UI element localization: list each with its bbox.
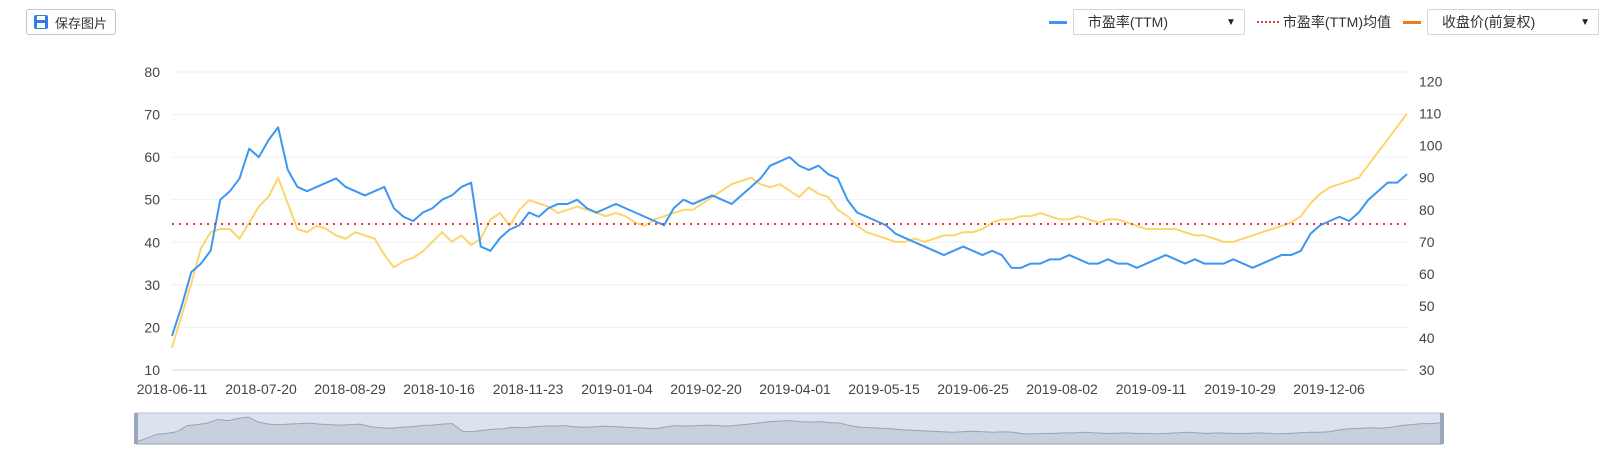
right-y-axis: 30 40 50 60 70 80 90 100 110 120: [1419, 74, 1443, 378]
x-tick-label: 2019-05-15: [848, 381, 920, 397]
x-tick-label: 2018-06-11: [137, 381, 208, 397]
left-y-tick-label: 50: [144, 192, 160, 208]
right-y-tick-label: 60: [1419, 266, 1435, 282]
save-image-button[interactable]: 保存图片: [26, 9, 117, 35]
pe-metric-select-value: 市盈率(TTM): [1087, 14, 1168, 30]
left-y-tick-label: 70: [144, 107, 160, 123]
right-y-tick-label: 120: [1419, 74, 1443, 90]
right-y-tick-label: 50: [1419, 298, 1435, 314]
zoom-handle-right[interactable]: [1440, 413, 1444, 444]
floppy-disk-icon: [33, 14, 49, 30]
pe-average-legend-swatch: [1256, 21, 1279, 23]
data-zoom-slider[interactable]: [134, 412, 1444, 445]
x-tick-label: 2019-08-02: [1026, 381, 1098, 397]
right-y-tick-label: 110: [1419, 106, 1442, 122]
pe-series-line: [171, 126, 1408, 337]
right-y-tick-label: 70: [1419, 234, 1435, 250]
x-tick-label: 2019-02-20: [670, 381, 742, 397]
x-tick-label: 2018-07-20: [225, 381, 297, 397]
right-y-tick-label: 40: [1419, 330, 1435, 346]
left-y-axis: 10 20 30 40 50 60 70 80: [144, 64, 160, 378]
x-tick-label: 2019-12-06: [1293, 381, 1365, 397]
save-image-label: 保存图片: [55, 15, 108, 31]
left-y-tick-label: 40: [144, 234, 160, 250]
x-tick-label: 2018-10-16: [403, 381, 475, 397]
price-series-line: [171, 113, 1408, 348]
zoom-handle-left[interactable]: [134, 413, 138, 444]
x-tick-label: 2019-10-29: [1204, 381, 1276, 397]
left-y-tick-label: 20: [144, 319, 160, 335]
pe-average-legend-label: 市盈率(TTM)均值: [1282, 14, 1391, 30]
price-legend-swatch: [1403, 20, 1421, 24]
price-metric-select-value: 收盘价(前复权): [1442, 14, 1536, 30]
x-tick-label: 2018-08-29: [314, 381, 386, 397]
pe-legend-swatch: [1048, 20, 1067, 24]
x-tick-label: 2019-04-01: [759, 381, 831, 397]
x-tick-label: 2019-01-04: [581, 381, 653, 397]
caret-down-icon: ▼: [1226, 16, 1236, 28]
pe-metric-select[interactable]: 市盈率(TTM) ▼: [1072, 9, 1245, 35]
x-tick-label: 2019-09-11: [1116, 381, 1187, 397]
x-tick-label: 2018-11-23: [493, 381, 564, 397]
x-tick-label: 2019-06-25: [937, 381, 1009, 397]
series-layer: [171, 113, 1408, 348]
right-y-tick-label: 90: [1419, 170, 1435, 186]
chart-legend: 市盈率(TTM) ▼ 市盈率(TTM)均值 收盘价(前复权) ▼: [1048, 8, 1599, 36]
right-y-tick-label: 100: [1419, 138, 1443, 154]
right-y-tick-label: 30: [1419, 362, 1435, 378]
zoom-preview-area: [135, 416, 1443, 445]
left-y-tick-label: 10: [144, 362, 160, 378]
right-y-tick-label: 80: [1419, 202, 1435, 218]
price-metric-select[interactable]: 收盘价(前复权) ▼: [1427, 9, 1599, 35]
x-axis: 2018-06-11 2018-07-20 2018-08-29 2018-10-16…: [137, 381, 1365, 397]
left-y-tick-label: 80: [144, 64, 160, 80]
left-y-tick-label: 60: [144, 149, 160, 165]
caret-down-icon: ▼: [1580, 16, 1590, 28]
grid-lines: [172, 71, 1407, 371]
left-y-tick-label: 30: [144, 277, 160, 293]
